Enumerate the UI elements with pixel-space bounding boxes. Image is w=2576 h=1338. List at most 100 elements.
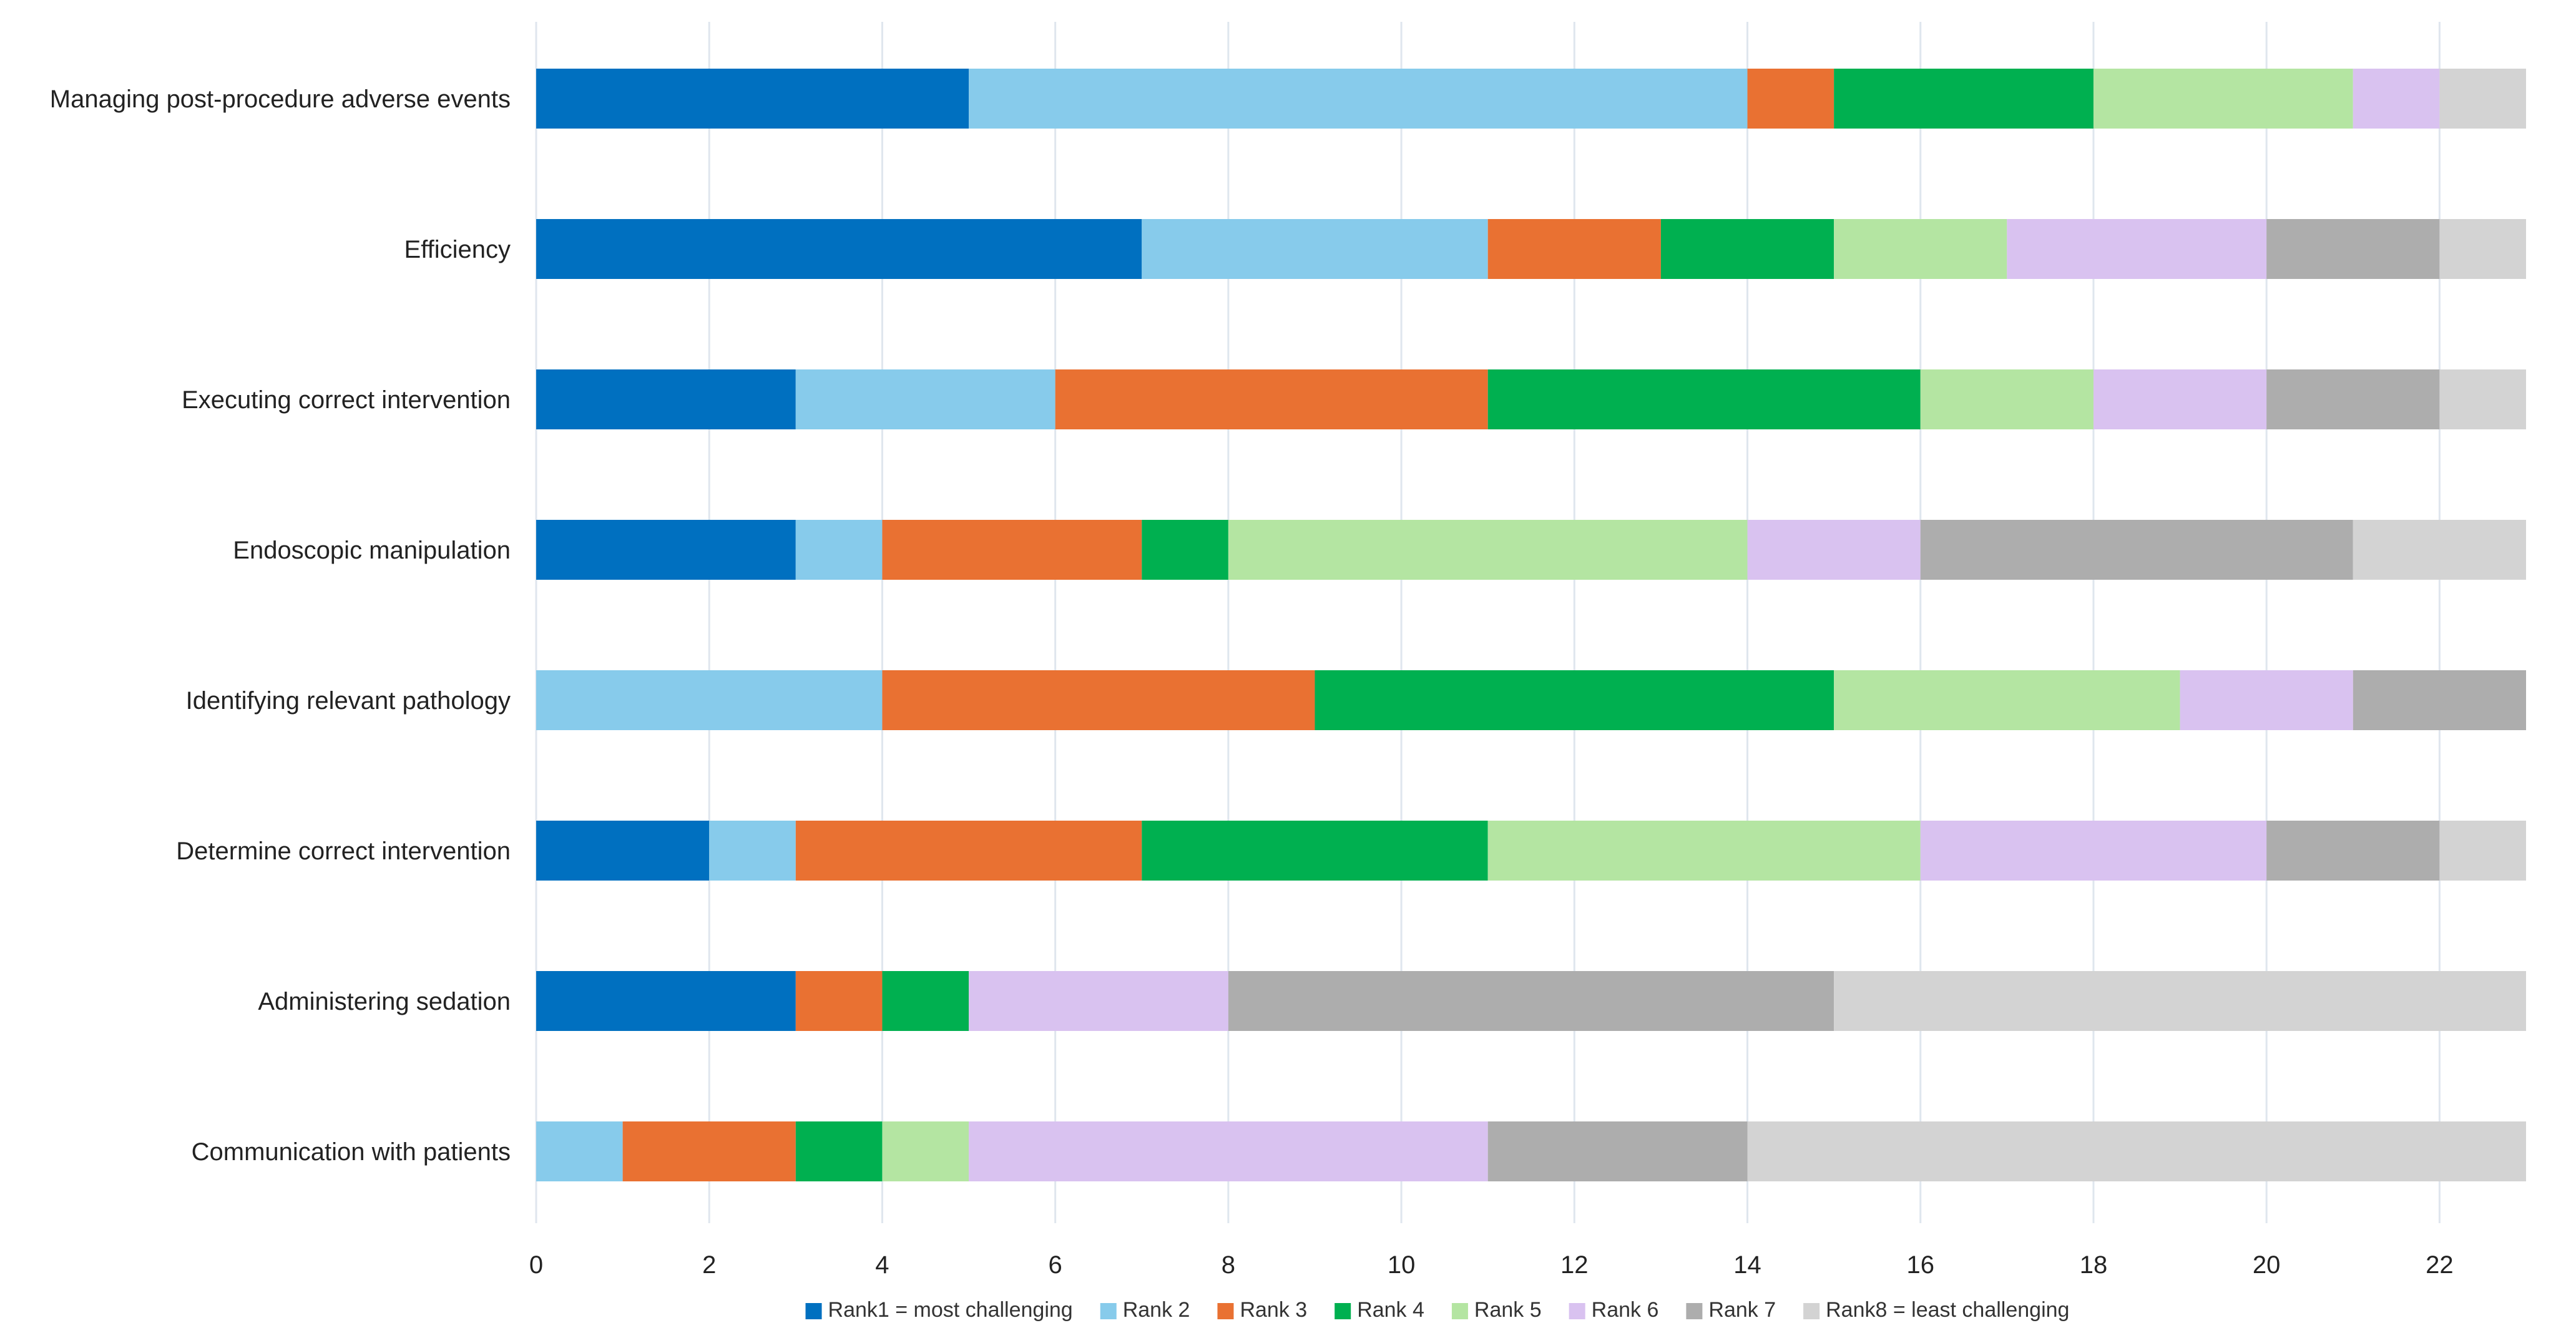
bar-segment xyxy=(882,971,969,1031)
bar-segment xyxy=(969,1121,1488,1181)
bar-segment xyxy=(1487,821,1921,881)
bar-segment xyxy=(536,369,796,429)
x-axis-tick-labels: 0 2 4 6 8 10 12 14 16 18 20 22 xyxy=(529,1251,2454,1279)
x-tick-label: 14 xyxy=(1733,1251,1761,1279)
category-label: Determine correct intervention xyxy=(176,837,511,865)
bar-segment xyxy=(1834,219,2007,279)
bar-segment xyxy=(1142,821,1488,881)
x-tick-label: 8 xyxy=(1222,1251,1235,1279)
category-label: Administering sedation xyxy=(258,988,511,1015)
bar-segment xyxy=(536,520,796,580)
bar-segment xyxy=(536,219,1142,279)
bar-segment xyxy=(1487,219,1661,279)
bar-segment xyxy=(882,670,1315,730)
legend-label: Rank 7 xyxy=(1708,1298,1776,1322)
bar-segment xyxy=(1920,520,2353,580)
x-tick-label: 16 xyxy=(1906,1251,1934,1279)
category-labels: Managing post-procedure adverse events Ef… xyxy=(50,85,511,1166)
bar-segment xyxy=(536,670,883,730)
legend-label: Rank8 = least challenging xyxy=(1826,1298,2069,1322)
legend-label: Rank 2 xyxy=(1123,1298,1190,1322)
bar-segment xyxy=(2353,670,2526,730)
legend-swatch xyxy=(1686,1303,1703,1319)
bar-segment xyxy=(622,1121,796,1181)
legend-label: Rank1 = most challenging xyxy=(828,1298,1073,1322)
bar-segment xyxy=(2266,219,2440,279)
legend: Rank1 = most challenging Rank 2 Rank 3 Rank… xyxy=(805,1298,2069,1322)
category-label: Identifying relevant pathology xyxy=(186,687,511,715)
bar-segment xyxy=(1487,1121,1748,1181)
bar-segment xyxy=(1487,369,1921,429)
bar-segment xyxy=(536,69,969,129)
bar-segment xyxy=(2093,69,2353,129)
legend-label: Rank 4 xyxy=(1357,1298,1424,1322)
legend-swatch xyxy=(1335,1303,1351,1319)
legend-label: Rank 5 xyxy=(1474,1298,1542,1322)
bar-segment xyxy=(1055,369,1488,429)
legend-swatch xyxy=(1217,1303,1234,1319)
category-label: Endoscopic manipulation xyxy=(233,537,511,564)
bar-segment xyxy=(2439,69,2526,129)
x-tick-label: 20 xyxy=(2253,1251,2281,1279)
bar-segment xyxy=(2180,670,2353,730)
category-label: Managing post-procedure adverse events xyxy=(50,85,511,113)
legend-swatch xyxy=(1451,1303,1468,1319)
bar-segment xyxy=(2093,369,2267,429)
bar-segment xyxy=(2439,821,2526,881)
bar-segment xyxy=(882,1121,969,1181)
x-tick-label: 2 xyxy=(702,1251,716,1279)
bar-segment xyxy=(2007,219,2267,279)
bar-segment xyxy=(1228,520,1748,580)
bar-segment xyxy=(1747,520,1921,580)
x-tick-label: 0 xyxy=(529,1251,543,1279)
legend-swatch xyxy=(1803,1303,1820,1319)
category-label: Communication with patients xyxy=(192,1138,511,1166)
bar-segment xyxy=(1228,971,1834,1031)
bar-segment xyxy=(1834,69,2094,129)
bar-segment xyxy=(882,520,1142,580)
bar-segment xyxy=(1142,219,1488,279)
bar-segment xyxy=(1315,670,1834,730)
bar-segment xyxy=(1920,821,2267,881)
bar-segment xyxy=(1747,1121,2526,1181)
x-tick-label: 22 xyxy=(2426,1251,2454,1279)
legend-label: Rank 6 xyxy=(1592,1298,1659,1322)
bar-segment xyxy=(795,520,883,580)
bar-segment xyxy=(1920,369,2094,429)
gridlines xyxy=(535,22,2441,1223)
bar-segment xyxy=(1142,520,1228,580)
legend-swatch xyxy=(1569,1303,1585,1319)
bar-segment xyxy=(795,821,1142,881)
bar-segment xyxy=(2353,520,2526,580)
bar-segment xyxy=(795,1121,883,1181)
bars xyxy=(536,69,2526,1181)
bar-segment xyxy=(2439,219,2526,279)
bar-segment xyxy=(1747,69,1834,129)
bar-segment xyxy=(2266,369,2440,429)
bar-segment xyxy=(536,971,796,1031)
legend-label: Rank 3 xyxy=(1240,1298,1307,1322)
x-tick-label: 6 xyxy=(1049,1251,1062,1279)
bar-segment xyxy=(1834,971,2526,1031)
bar-segment xyxy=(795,971,883,1031)
bar-segment xyxy=(1834,670,2180,730)
bar-segment xyxy=(1660,219,1834,279)
legend-swatch xyxy=(805,1303,822,1319)
bar-segment xyxy=(536,1121,623,1181)
category-label: Executing correct intervention xyxy=(182,386,511,414)
bar-segment xyxy=(2439,369,2526,429)
bar-segment xyxy=(709,821,796,881)
x-tick-label: 18 xyxy=(2080,1251,2108,1279)
bar-segment xyxy=(2353,69,2440,129)
category-label: Efficiency xyxy=(404,236,511,263)
legend-swatch xyxy=(1100,1303,1117,1319)
bar-segment xyxy=(969,69,1748,129)
x-tick-label: 4 xyxy=(875,1251,889,1279)
x-tick-label: 12 xyxy=(1560,1251,1589,1279)
bar-segment xyxy=(795,369,1055,429)
bar-segment xyxy=(2266,821,2440,881)
bar-segment xyxy=(536,821,710,881)
x-tick-label: 10 xyxy=(1388,1251,1416,1279)
bar-segment xyxy=(969,971,1228,1031)
